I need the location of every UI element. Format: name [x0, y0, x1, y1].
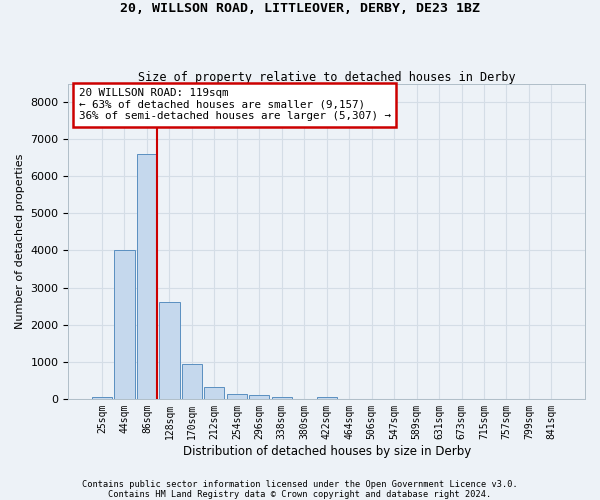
Text: 20 WILLSON ROAD: 119sqm
← 63% of detached houses are smaller (9,157)
36% of semi: 20 WILLSON ROAD: 119sqm ← 63% of detache…	[79, 88, 391, 122]
Bar	[159, 302, 179, 399]
Bar	[204, 387, 224, 399]
Bar	[249, 395, 269, 399]
Text: Contains HM Land Registry data © Crown copyright and database right 2024.: Contains HM Land Registry data © Crown c…	[109, 490, 491, 499]
Y-axis label: Number of detached properties: Number of detached properties	[15, 154, 25, 329]
Bar	[317, 396, 337, 399]
Text: 20, WILLSON ROAD, LITTLEOVER, DERBY, DE23 1BZ: 20, WILLSON ROAD, LITTLEOVER, DERBY, DE2…	[120, 2, 480, 16]
Title: Size of property relative to detached houses in Derby: Size of property relative to detached ho…	[138, 70, 515, 84]
X-axis label: Distribution of detached houses by size in Derby: Distribution of detached houses by size …	[182, 444, 471, 458]
Bar	[115, 250, 134, 399]
Bar	[227, 394, 247, 399]
Bar	[182, 364, 202, 399]
Bar	[137, 154, 157, 399]
Bar	[92, 396, 112, 399]
Bar	[272, 396, 292, 399]
Text: Contains public sector information licensed under the Open Government Licence v3: Contains public sector information licen…	[82, 480, 518, 489]
